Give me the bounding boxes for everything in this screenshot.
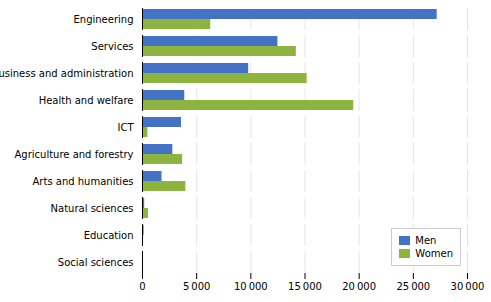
svg-text:Education: Education	[84, 230, 134, 241]
svg-text:30 000: 30 000	[451, 281, 485, 292]
svg-text:Services: Services	[91, 41, 133, 52]
svg-text:Natural sciences: Natural sciences	[51, 203, 134, 214]
svg-text:Health and welfare: Health and welfare	[39, 95, 134, 106]
svg-text:15 000: 15 000	[288, 281, 322, 292]
svg-text:Social sciences: Social sciences	[58, 257, 134, 268]
svg-text:20 000: 20 000	[342, 281, 376, 292]
svg-text:Arts and humanities: Arts and humanities	[33, 176, 134, 187]
svg-text:Agriculture and forestry: Agriculture and forestry	[14, 149, 133, 160]
svg-text:Engineering: Engineering	[74, 14, 134, 25]
svg-text:0: 0	[139, 281, 145, 292]
svg-text:10 000: 10 000	[234, 281, 268, 292]
html-text:Men: Men	[415, 235, 437, 246]
svg-text:5 000: 5 000	[183, 281, 210, 292]
svg-text:ICT: ICT	[117, 122, 134, 133]
html-text:Women: Women	[415, 248, 453, 259]
svg-text:25 000: 25 000	[396, 281, 430, 292]
svg-text:Business and administration: Business and administration	[0, 68, 134, 79]
